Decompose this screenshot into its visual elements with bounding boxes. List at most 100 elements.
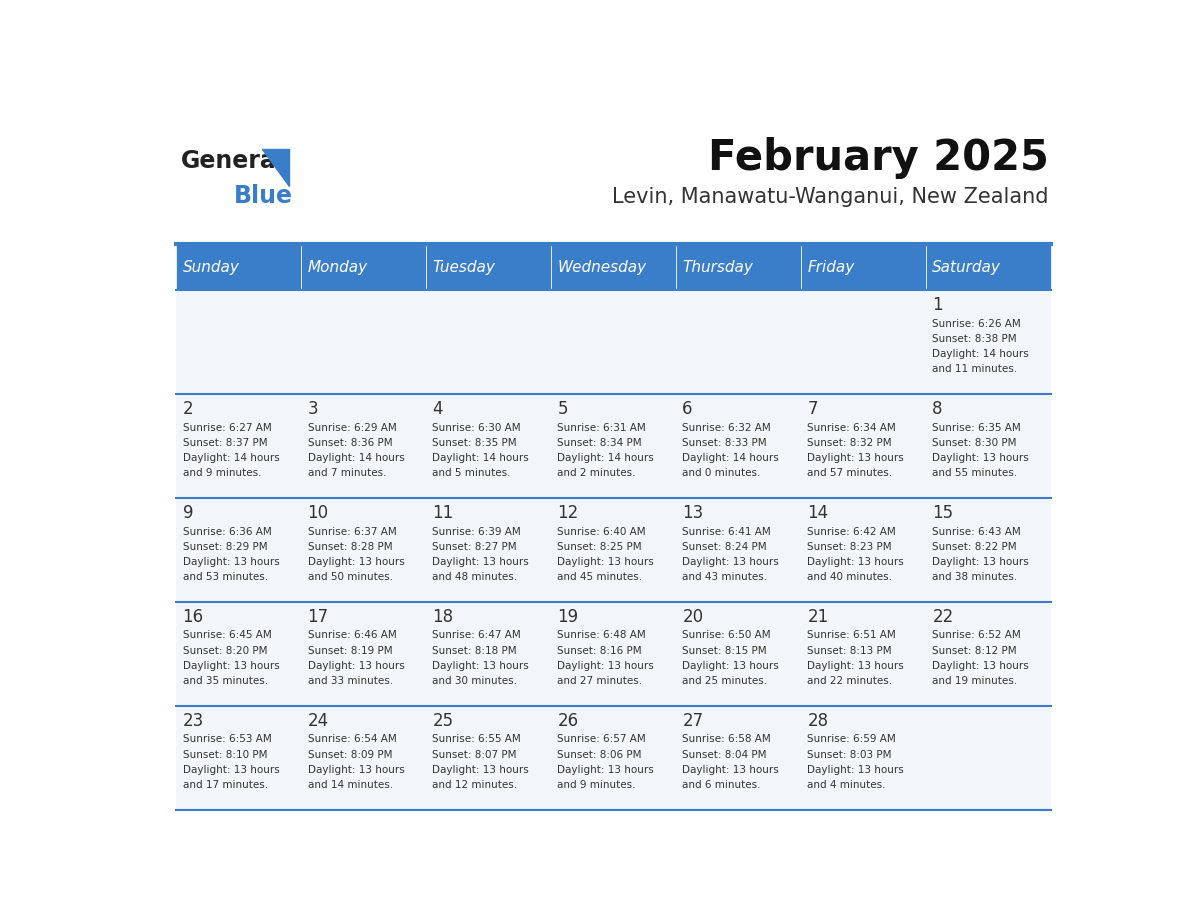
Text: Sunrise: 6:27 AM
Sunset: 8:37 PM
Daylight: 14 hours
and 9 minutes.: Sunrise: 6:27 AM Sunset: 8:37 PM Dayligh… (183, 422, 279, 478)
Bar (801, 395, 925, 498)
Bar (176, 395, 301, 498)
Text: Wednesday: Wednesday (557, 260, 646, 274)
Bar (925, 706, 1051, 810)
Text: Saturday: Saturday (933, 260, 1001, 274)
Bar (301, 706, 426, 810)
Bar (676, 498, 801, 602)
Text: Blue: Blue (234, 185, 293, 208)
Bar (801, 290, 925, 395)
Text: 11: 11 (432, 504, 454, 521)
Bar (551, 602, 676, 706)
Text: Sunrise: 6:35 AM
Sunset: 8:30 PM
Daylight: 13 hours
and 55 minutes.: Sunrise: 6:35 AM Sunset: 8:30 PM Dayligh… (933, 422, 1029, 478)
Text: Sunrise: 6:53 AM
Sunset: 8:10 PM
Daylight: 13 hours
and 17 minutes.: Sunrise: 6:53 AM Sunset: 8:10 PM Dayligh… (183, 734, 279, 789)
Text: Sunrise: 6:47 AM
Sunset: 8:18 PM
Daylight: 13 hours
and 30 minutes.: Sunrise: 6:47 AM Sunset: 8:18 PM Dayligh… (432, 631, 529, 686)
Text: Sunrise: 6:55 AM
Sunset: 8:07 PM
Daylight: 13 hours
and 12 minutes.: Sunrise: 6:55 AM Sunset: 8:07 PM Dayligh… (432, 734, 529, 789)
Text: Sunrise: 6:31 AM
Sunset: 8:34 PM
Daylight: 14 hours
and 2 minutes.: Sunrise: 6:31 AM Sunset: 8:34 PM Dayligh… (557, 422, 655, 478)
Bar (551, 498, 676, 602)
Text: 28: 28 (808, 711, 828, 730)
Text: 18: 18 (432, 608, 454, 626)
Text: General: General (181, 149, 285, 173)
Text: Sunrise: 6:54 AM
Sunset: 8:09 PM
Daylight: 13 hours
and 14 minutes.: Sunrise: 6:54 AM Sunset: 8:09 PM Dayligh… (308, 734, 404, 789)
Bar (676, 290, 801, 395)
Bar (925, 290, 1051, 395)
Text: 13: 13 (682, 504, 703, 521)
Bar (301, 498, 426, 602)
Text: 8: 8 (933, 400, 943, 418)
Bar (301, 244, 426, 290)
Text: Sunrise: 6:39 AM
Sunset: 8:27 PM
Daylight: 13 hours
and 48 minutes.: Sunrise: 6:39 AM Sunset: 8:27 PM Dayligh… (432, 527, 529, 582)
Text: Monday: Monday (308, 260, 367, 274)
Bar (426, 290, 551, 395)
Bar (801, 498, 925, 602)
Bar (925, 244, 1051, 290)
Bar (676, 602, 801, 706)
Text: 21: 21 (808, 608, 828, 626)
Text: Sunrise: 6:30 AM
Sunset: 8:35 PM
Daylight: 14 hours
and 5 minutes.: Sunrise: 6:30 AM Sunset: 8:35 PM Dayligh… (432, 422, 529, 478)
Text: 14: 14 (808, 504, 828, 521)
Text: Sunrise: 6:36 AM
Sunset: 8:29 PM
Daylight: 13 hours
and 53 minutes.: Sunrise: 6:36 AM Sunset: 8:29 PM Dayligh… (183, 527, 279, 582)
Text: Friday: Friday (808, 260, 854, 274)
Text: February 2025: February 2025 (708, 137, 1049, 179)
Bar (176, 498, 301, 602)
Text: 23: 23 (183, 711, 204, 730)
Text: 22: 22 (933, 608, 954, 626)
Bar (426, 498, 551, 602)
Text: Sunrise: 6:45 AM
Sunset: 8:20 PM
Daylight: 13 hours
and 35 minutes.: Sunrise: 6:45 AM Sunset: 8:20 PM Dayligh… (183, 631, 279, 686)
Text: Sunrise: 6:42 AM
Sunset: 8:23 PM
Daylight: 13 hours
and 40 minutes.: Sunrise: 6:42 AM Sunset: 8:23 PM Dayligh… (808, 527, 904, 582)
Text: 25: 25 (432, 711, 454, 730)
Bar (801, 602, 925, 706)
Text: Sunrise: 6:37 AM
Sunset: 8:28 PM
Daylight: 13 hours
and 50 minutes.: Sunrise: 6:37 AM Sunset: 8:28 PM Dayligh… (308, 527, 404, 582)
Text: 24: 24 (308, 711, 329, 730)
Bar (301, 395, 426, 498)
Text: Sunrise: 6:40 AM
Sunset: 8:25 PM
Daylight: 13 hours
and 45 minutes.: Sunrise: 6:40 AM Sunset: 8:25 PM Dayligh… (557, 527, 655, 582)
Text: 26: 26 (557, 711, 579, 730)
Bar (301, 602, 426, 706)
Text: Thursday: Thursday (682, 260, 753, 274)
Bar (176, 244, 301, 290)
Polygon shape (261, 149, 290, 185)
Bar (551, 290, 676, 395)
Text: Sunrise: 6:26 AM
Sunset: 8:38 PM
Daylight: 14 hours
and 11 minutes.: Sunrise: 6:26 AM Sunset: 8:38 PM Dayligh… (933, 319, 1029, 375)
Bar (176, 290, 301, 395)
Bar (551, 244, 676, 290)
Bar (925, 395, 1051, 498)
Text: 7: 7 (808, 400, 817, 418)
Text: 10: 10 (308, 504, 329, 521)
Text: 20: 20 (682, 608, 703, 626)
Text: 19: 19 (557, 608, 579, 626)
Bar (301, 290, 426, 395)
Text: 3: 3 (308, 400, 318, 418)
Bar (426, 244, 551, 290)
Text: 2: 2 (183, 400, 194, 418)
Text: 9: 9 (183, 504, 194, 521)
Bar (426, 706, 551, 810)
Text: Sunrise: 6:29 AM
Sunset: 8:36 PM
Daylight: 14 hours
and 7 minutes.: Sunrise: 6:29 AM Sunset: 8:36 PM Dayligh… (308, 422, 404, 478)
Text: Sunrise: 6:50 AM
Sunset: 8:15 PM
Daylight: 13 hours
and 25 minutes.: Sunrise: 6:50 AM Sunset: 8:15 PM Dayligh… (682, 631, 779, 686)
Text: 5: 5 (557, 400, 568, 418)
Bar (176, 602, 301, 706)
Bar (801, 244, 925, 290)
Text: 12: 12 (557, 504, 579, 521)
Text: 1: 1 (933, 297, 943, 314)
Text: Tuesday: Tuesday (432, 260, 495, 274)
Text: Sunrise: 6:32 AM
Sunset: 8:33 PM
Daylight: 14 hours
and 0 minutes.: Sunrise: 6:32 AM Sunset: 8:33 PM Dayligh… (682, 422, 779, 478)
Text: Sunrise: 6:46 AM
Sunset: 8:19 PM
Daylight: 13 hours
and 33 minutes.: Sunrise: 6:46 AM Sunset: 8:19 PM Dayligh… (308, 631, 404, 686)
Text: 16: 16 (183, 608, 203, 626)
Text: Sunrise: 6:41 AM
Sunset: 8:24 PM
Daylight: 13 hours
and 43 minutes.: Sunrise: 6:41 AM Sunset: 8:24 PM Dayligh… (682, 527, 779, 582)
Bar (925, 602, 1051, 706)
Text: Sunrise: 6:59 AM
Sunset: 8:03 PM
Daylight: 13 hours
and 4 minutes.: Sunrise: 6:59 AM Sunset: 8:03 PM Dayligh… (808, 734, 904, 789)
Text: Sunrise: 6:34 AM
Sunset: 8:32 PM
Daylight: 13 hours
and 57 minutes.: Sunrise: 6:34 AM Sunset: 8:32 PM Dayligh… (808, 422, 904, 478)
Bar (925, 498, 1051, 602)
Bar (676, 706, 801, 810)
Bar (551, 706, 676, 810)
Text: Sunrise: 6:52 AM
Sunset: 8:12 PM
Daylight: 13 hours
and 19 minutes.: Sunrise: 6:52 AM Sunset: 8:12 PM Dayligh… (933, 631, 1029, 686)
Text: Sunrise: 6:58 AM
Sunset: 8:04 PM
Daylight: 13 hours
and 6 minutes.: Sunrise: 6:58 AM Sunset: 8:04 PM Dayligh… (682, 734, 779, 789)
Text: 17: 17 (308, 608, 329, 626)
Text: 15: 15 (933, 504, 954, 521)
Text: Sunrise: 6:51 AM
Sunset: 8:13 PM
Daylight: 13 hours
and 22 minutes.: Sunrise: 6:51 AM Sunset: 8:13 PM Dayligh… (808, 631, 904, 686)
Bar (676, 395, 801, 498)
Text: 4: 4 (432, 400, 443, 418)
Text: Sunrise: 6:43 AM
Sunset: 8:22 PM
Daylight: 13 hours
and 38 minutes.: Sunrise: 6:43 AM Sunset: 8:22 PM Dayligh… (933, 527, 1029, 582)
Text: Sunday: Sunday (183, 260, 240, 274)
Bar (801, 706, 925, 810)
